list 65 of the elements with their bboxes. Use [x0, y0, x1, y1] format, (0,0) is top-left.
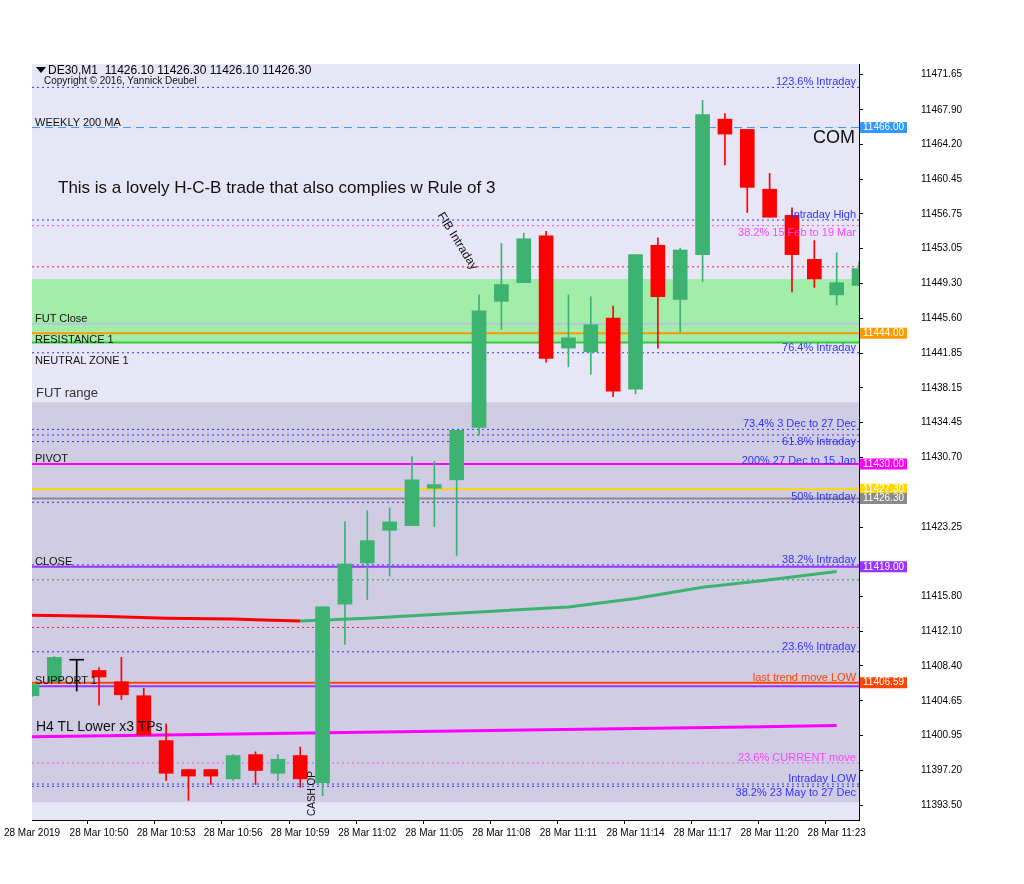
x-tick-label: 28 Mar 11:11 [539, 826, 598, 838]
annotation: 50% Intraday [791, 490, 857, 503]
annotation: 73.4% 3 Dec to 27 Dec [742, 417, 857, 430]
y-tick-label: 11453.05 [921, 242, 963, 254]
y-tick-label: 11464.20 [921, 138, 963, 150]
x-tick-label: 28 Mar 2019 [3, 826, 61, 838]
band-label: FUT range [36, 385, 98, 401]
x-tick-label: 28 Mar 11:02 [338, 826, 397, 838]
annotation: CASH OP [306, 770, 318, 816]
x-tick-label: 28 Mar 11:23 [807, 826, 867, 838]
annotation: 23.6% CURRENT move [738, 751, 856, 763]
annotation: RESISTANCE 1 [35, 333, 114, 346]
annotation: 38.2% 23 May to 27 Dec [735, 786, 857, 799]
ref-line-label: 11466.00 [863, 121, 905, 133]
annotation: 200% 27 Dec to 15 Jan [741, 453, 857, 466]
y-tick-label: 11412.10 [921, 624, 963, 636]
annotation: 38.2% Intraday [782, 552, 857, 565]
y-tick-label: 11471.65 [921, 68, 963, 80]
y-tick-label: 11438.15 [921, 381, 963, 393]
y-tick-label: 11456.75 [921, 207, 963, 219]
x-tick-label: 28 Mar 10:59 [270, 826, 331, 838]
y-tick-label: 11449.30 [921, 277, 963, 289]
annotation: FUT Close [35, 311, 88, 324]
annotation: 23.6% Intraday [782, 639, 857, 652]
ref-line-label: 11427.30 [863, 482, 905, 494]
annotation: Intraday LOW [788, 772, 857, 785]
ref-line-label: 11426.30 [863, 492, 905, 504]
y-tick-label: 11430.70 [921, 451, 963, 463]
annotation: Copyright © 2016, Yannick Deubel [44, 75, 197, 86]
y-tick-label: 11423.25 [921, 520, 963, 532]
x-tick-label: 28 Mar 11:20 [740, 826, 800, 838]
y-tick-label: 11400.95 [921, 729, 963, 741]
y-tick-label: 11415.80 [921, 590, 963, 602]
annotation: PIVOT [35, 451, 69, 464]
annotation: This is a lovely H-C-B trade that also complies w Rule of 3 [58, 177, 496, 197]
annotation: last trend move LOW [752, 670, 857, 683]
y-tick-label: 11445.60 [921, 311, 963, 323]
ref-line-label: 11430.00 [863, 457, 905, 469]
annotation: CLOSE [35, 554, 73, 567]
y-tick-label: 11460.45 [921, 173, 963, 185]
x-tick-label: 28 Mar 11:17 [673, 826, 733, 838]
x-tick-label: 28 Mar 11:08 [472, 826, 531, 838]
y-tick-label: 11434.45 [921, 416, 963, 428]
y-tick-label: 11467.90 [921, 103, 963, 115]
annotation: 123.6% Intraday [775, 75, 857, 88]
y-tick-label: 11404.65 [921, 694, 963, 706]
chart-title: DE30,M1 11426.10 11426.30 11426.10 11426.30 [48, 63, 312, 77]
annotation: COM [813, 127, 856, 148]
ref-line-label: 11444.00 [863, 326, 905, 338]
annotation: 76.4% Intraday [782, 340, 857, 353]
ref-line-label: 11406.59 [863, 676, 905, 688]
x-tick-label: 28 Mar 10:53 [136, 826, 197, 838]
y-tick-label: 11408.40 [921, 659, 963, 671]
x-tick-label: 28 Mar 11:14 [606, 826, 666, 838]
annotation: WEEKLY 200 MA [35, 115, 122, 128]
x-tick-label: 28 Mar 11:05 [405, 826, 464, 838]
y-tick-label: 11441.85 [921, 346, 963, 358]
x-tick-label: 28 Mar 10:50 [69, 826, 129, 838]
y-tick-label: 11397.20 [921, 764, 963, 776]
y-tick-label: 11393.50 [921, 798, 963, 810]
ref-line-label: 11419.00 [863, 560, 905, 572]
x-tick-label: 28 Mar 10:56 [203, 826, 264, 838]
annotation: 61.8% Intraday [782, 434, 857, 447]
annotation: NEUTRAL ZONE 1 [35, 354, 129, 367]
candlestick [829, 252, 845, 306]
